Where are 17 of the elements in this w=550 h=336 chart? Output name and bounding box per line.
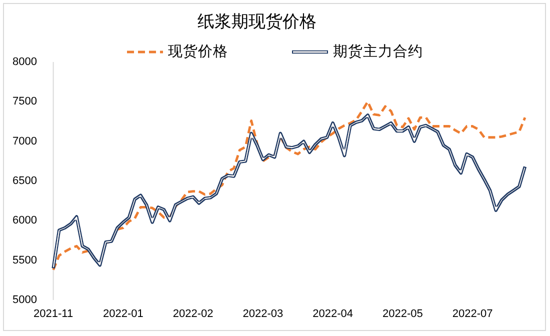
x-tick-label: 2021-11 [34,308,74,320]
y-tick-label: 6500 [12,175,37,187]
x-tick-label: 2022-01 [102,308,144,320]
x-tick-label: 2022-04 [312,308,354,320]
y-tick-label: 7000 [12,135,37,148]
x-tick-label: 2022-07 [452,308,493,320]
legend-label: 现货价格 [168,43,228,60]
x-tick-label: 2022-03 [242,308,284,320]
y-tick-label: 5000 [12,294,37,306]
legend-label: 期货主力合约 [333,43,423,60]
chart-title: 纸浆期现货价格 [198,12,316,31]
x-tick-label: 2022-05 [382,308,423,320]
y-tick-label: 6000 [12,214,37,227]
y-tick-label: 5500 [12,254,37,266]
y-tick-label: 8000 [12,56,37,68]
y-tick-label: 7500 [12,96,37,108]
x-tick-label: 2022-02 [172,308,214,320]
